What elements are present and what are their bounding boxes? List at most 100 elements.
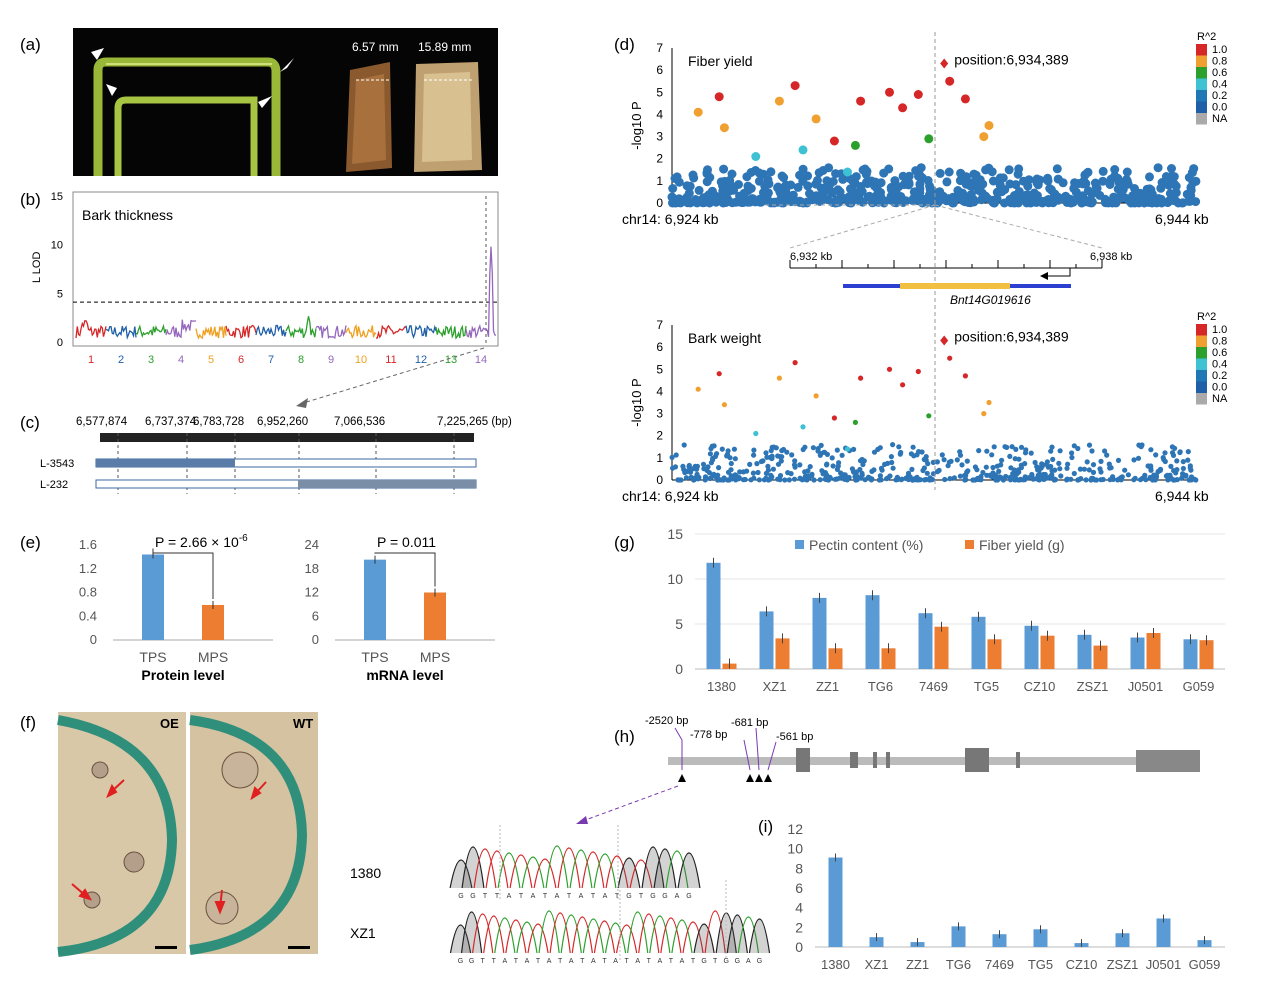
micrograph-wt-label: WT — [293, 716, 313, 731]
gene-body-line — [668, 757, 1200, 765]
chroma-base: A — [591, 958, 596, 965]
snp-point — [1188, 467, 1194, 473]
snp-point — [1184, 196, 1194, 206]
snp-point — [1098, 176, 1108, 186]
snp-point — [1078, 476, 1084, 482]
snp-point — [760, 181, 770, 191]
i-category: J0501 — [1146, 957, 1181, 972]
g-bar — [812, 597, 827, 669]
i-bar — [869, 937, 884, 947]
manhattan-ytick: 2 — [656, 429, 663, 443]
lead-snp-label: position:6,934,389 — [954, 52, 1069, 68]
snp-point — [737, 469, 743, 475]
snp-point — [793, 182, 803, 192]
snp-point — [870, 181, 879, 191]
snp-point — [1005, 179, 1015, 189]
snp-point-highlight — [898, 103, 908, 113]
snp-point — [836, 460, 842, 466]
snp-point — [1032, 191, 1042, 201]
chroma-peak — [485, 850, 509, 889]
snp-point — [1160, 455, 1166, 461]
snp-point — [798, 164, 808, 174]
snp-point — [984, 448, 990, 454]
snp-point — [1015, 467, 1022, 473]
snp-point — [1008, 477, 1014, 483]
i-ytick: 2 — [795, 919, 803, 935]
significance-bracket — [152, 548, 214, 599]
snp-point — [884, 164, 894, 174]
snp-point — [1058, 473, 1064, 479]
chroma-peak — [593, 920, 616, 954]
snp-point — [995, 173, 1005, 183]
snp-point — [1032, 178, 1042, 188]
snp-point — [966, 189, 976, 199]
snp-point — [997, 187, 1007, 197]
manhattan-title: Fiber yield — [688, 53, 753, 69]
snp-point — [1122, 167, 1132, 177]
promoter-label-3: -681 bp — [731, 717, 768, 729]
snp-point — [732, 456, 738, 462]
snp-point — [668, 184, 678, 193]
snp-point — [715, 472, 721, 478]
lod-trace-chr-7 — [255, 324, 287, 337]
lead-snp — [940, 335, 949, 346]
i-ytick: 12 — [787, 821, 803, 837]
panel-i: 0 2 4 6 8 10 12 1380 XZ1 ZZ1 TG6 7469 TG5 CZ10 ZSZ1 J05… — [787, 821, 1225, 972]
gene-name: Bnt14G019616 — [950, 293, 1031, 307]
chroma-peak — [473, 848, 497, 889]
e-ytick: 0.4 — [79, 608, 97, 623]
line-label-2: L-232 — [40, 479, 68, 491]
chromosome-label: 6 — [238, 354, 244, 366]
snp-point — [1141, 475, 1147, 481]
snp-point — [1147, 198, 1157, 208]
e-ytick: 24 — [305, 537, 319, 552]
chromosome-label: 9 — [328, 354, 334, 366]
snp-point — [703, 165, 712, 175]
chroma-base: A — [657, 958, 662, 965]
snp-point — [727, 198, 737, 208]
manhattan-xleft: chr14: 6,924 kb — [622, 488, 719, 504]
manhattan-ytick: 4 — [656, 107, 663, 121]
snp-point — [1071, 470, 1077, 477]
snp-point-highlight — [829, 136, 839, 146]
snp-point-highlight — [979, 132, 989, 142]
panel-label-a: (a) — [20, 35, 41, 54]
legend-label: 0.6 — [1212, 347, 1227, 359]
snp-point — [709, 196, 718, 206]
i-category: 7469 — [985, 957, 1014, 972]
snp-point-highlight — [856, 96, 866, 106]
snp-point — [1147, 189, 1157, 199]
i-category: XZ1 — [865, 957, 889, 972]
snp-point — [934, 459, 941, 465]
e-ytick: 0 — [90, 632, 97, 647]
chroma-base: G — [650, 893, 655, 900]
g-legend-swatch — [795, 540, 804, 549]
lod-trace-chr-10 — [345, 323, 377, 339]
snp-point — [888, 454, 895, 460]
snp-point — [800, 446, 806, 453]
e-bar — [142, 554, 164, 640]
snp-point — [1151, 474, 1157, 480]
snp-point-highlight — [924, 134, 934, 144]
snp-point — [1069, 450, 1075, 456]
chroma-base: T — [591, 893, 596, 900]
chromosome-bar — [100, 433, 474, 442]
snp-point — [1090, 462, 1097, 468]
snp-point — [1019, 176, 1028, 186]
snp-point — [1153, 452, 1159, 458]
snp-point — [991, 444, 997, 450]
snp-point — [1037, 471, 1043, 478]
chroma-peak — [527, 923, 549, 954]
snp-point — [1049, 444, 1055, 450]
manhattan-ytick: 6 — [656, 340, 663, 354]
g-bar — [1077, 634, 1092, 669]
snp-point — [1049, 468, 1055, 474]
legend-label: NA — [1212, 393, 1228, 405]
snp-point — [726, 186, 735, 196]
legend-label: 1.0 — [1212, 44, 1227, 56]
chromosome-label: 11 — [385, 354, 396, 366]
chroma-base: T — [713, 958, 718, 965]
legend-swatch — [1196, 324, 1207, 336]
